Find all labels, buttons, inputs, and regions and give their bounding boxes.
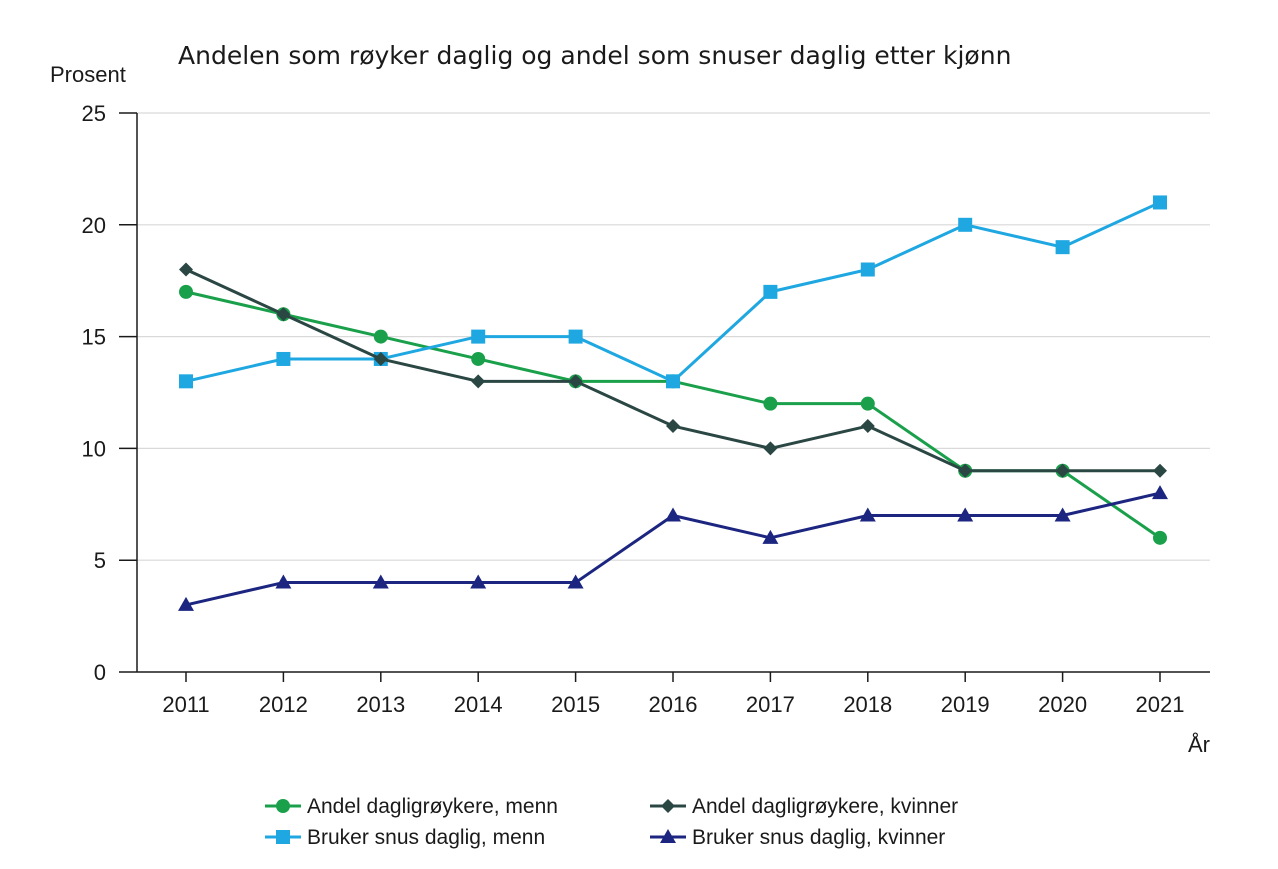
data-point-triangle-2021	[1152, 485, 1168, 500]
data-point-triangle-2017	[762, 529, 779, 544]
legend-item-square: Bruker snus daglig, menn	[265, 826, 545, 849]
data-point-triangle-2020	[1054, 507, 1071, 522]
y-tick-label: 20	[82, 213, 106, 238]
legend: Andel dagligrøykere, menn Bruker snus dag…	[265, 795, 958, 849]
data-point-triangle-2016	[665, 507, 681, 522]
x-tick-label: 2020	[1038, 692, 1087, 717]
legend-square-icon	[276, 830, 290, 844]
x-tick-label: 2012	[259, 692, 308, 717]
x-axis-label: År	[1188, 732, 1210, 757]
data-point-diamond-2015	[568, 374, 583, 389]
data-point-triangle-2018	[859, 507, 876, 522]
y-axis-label: Prosent	[50, 62, 126, 87]
x-tick-label: 2018	[843, 692, 892, 717]
series-triangle	[178, 485, 1168, 611]
axes	[119, 112, 1210, 682]
legend-label: Bruker snus daglig, kvinner	[692, 826, 945, 849]
data-point-square-2011	[179, 374, 193, 389]
legend-label: Andel dagligrøykere, menn	[307, 795, 558, 818]
data-point-square-2019	[958, 217, 973, 232]
data-point-circle-2013	[373, 329, 388, 344]
legend-diamond-icon	[661, 799, 675, 813]
data-point-diamond-2016	[666, 419, 680, 434]
y-tick-label: 25	[82, 101, 106, 126]
data-point-triangle-2012	[275, 574, 292, 589]
x-tick-label: 2021	[1136, 692, 1185, 717]
data-point-diamond-2019	[958, 463, 973, 478]
data-point-diamond-2012	[276, 307, 291, 322]
legend-triangle-icon	[660, 829, 676, 843]
data-point-circle-2017	[763, 396, 778, 411]
series-circle	[179, 284, 1167, 545]
x-tick-labels: 2011 2012 2013 2014 2015 2016 2017 2018 2019 2020…	[162, 692, 1184, 717]
data-point-square-2015	[568, 329, 583, 344]
x-tick-label: 2015	[551, 692, 600, 717]
x-tick-label: 2019	[941, 692, 990, 717]
data-point-diamond-2013	[373, 351, 388, 366]
x-tick-label: 2014	[454, 692, 503, 717]
y-tick-label: 15	[82, 325, 106, 350]
x-tick-label: 2011	[162, 692, 209, 717]
legend-item-diamond: Andel dagligrøykere, kvinner	[650, 795, 958, 818]
legend-label: Bruker snus daglig, menn	[307, 826, 545, 849]
data-point-diamond-2017	[763, 441, 778, 456]
data-point-diamond-2014	[471, 374, 486, 389]
x-tick-label: 2016	[649, 692, 698, 717]
legend-circle-icon	[276, 799, 290, 813]
x-tick-label: 2013	[356, 692, 405, 717]
y-tick-label: 5	[94, 548, 106, 573]
gridlines	[137, 112, 1210, 561]
data-point-square-2016	[666, 374, 680, 389]
data-point-square-2021	[1153, 195, 1167, 210]
data-point-square-2018	[860, 262, 875, 277]
legend-item-circle: Andel dagligrøykere, menn	[265, 795, 558, 818]
data-point-diamond-2021	[1153, 463, 1167, 478]
series-group	[178, 195, 1168, 611]
data-point-triangle-2015	[567, 574, 584, 589]
data-point-square-2014	[471, 329, 486, 344]
chart-title: Andelen som røyker daglig og andel som s…	[178, 41, 1011, 70]
y-tick-label: 10	[82, 436, 106, 461]
series-diamond	[179, 262, 1167, 478]
series-line-square	[185, 201, 1161, 383]
data-point-circle-2011	[179, 284, 193, 299]
legend-label: Andel dagligrøykere, kvinner	[692, 795, 958, 818]
data-point-diamond-2018	[860, 419, 875, 434]
legend-item-triangle: Bruker snus daglig, kvinner	[650, 826, 945, 849]
data-point-square-2017	[763, 284, 778, 299]
data-point-triangle-2019	[957, 507, 974, 522]
data-point-circle-2018	[860, 396, 875, 411]
data-point-circle-2014	[471, 351, 486, 366]
series-line-diamond	[185, 268, 1160, 473]
data-point-triangle-2011	[178, 596, 194, 611]
series-line-circle	[185, 290, 1161, 540]
data-point-diamond-2020	[1055, 463, 1070, 478]
data-point-circle-2021	[1153, 530, 1167, 545]
data-point-triangle-2014	[470, 574, 487, 589]
data-point-square-2020	[1055, 240, 1070, 255]
data-point-square-2012	[276, 351, 291, 366]
data-point-triangle-2013	[372, 574, 389, 589]
y-tick-label: 0	[94, 660, 106, 685]
data-point-diamond-2011	[179, 262, 193, 277]
x-tick-label: 2017	[746, 692, 795, 717]
y-tick-labels: 0 5 10 15 20 25	[82, 101, 106, 685]
